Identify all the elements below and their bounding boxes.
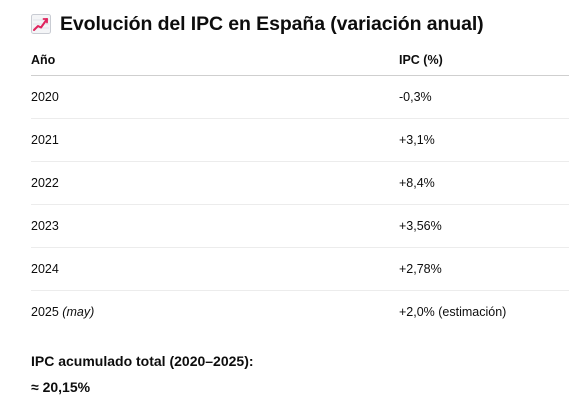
header-year: Año [31,45,399,76]
ipc-cell: +3,56% [399,204,569,248]
year-value: 2022 [31,176,59,190]
year-cell: 2023 [31,204,399,248]
table-row: 2023 +3,56% [31,204,569,248]
year-value: 2024 [31,262,59,276]
year-value: 2023 [31,219,59,233]
ipc-table: Año IPC (%) 2020 -0,3% 2021 +3,1% 2022 +… [31,45,569,333]
ipc-cell: +2,0% (estimación) [399,305,507,319]
title-text: Evolución del IPC en España (variación a… [60,12,484,35]
table-row: 2025 (may) +2,0% (estimación) [31,291,569,334]
header-ipc: IPC (%) [399,45,569,76]
year-cell: 2021 [31,118,399,162]
ipc-cell: +8,4% [399,161,569,205]
year-cell: 2020 [31,75,399,119]
ipc-cell: -0,3% [399,75,569,119]
year-cell: 2024 [31,247,399,291]
year-note: (may) [62,305,95,319]
summary-value: ≈ 20,15% [31,379,91,395]
year-value: 2021 [31,133,59,147]
year-cell: 2022 [31,161,399,205]
table-row: 2020 -0,3% [31,75,569,119]
ipc-cell: +2,78% [399,247,569,291]
table-row: 2021 +3,1% [31,118,569,162]
ipc-cell: +3,1% [399,118,569,162]
table-row: 2022 +8,4% [31,161,569,205]
table-header-row: Año IPC (%) [31,45,569,76]
year-value: 2020 [31,90,59,104]
year-cell: 2025 (may) [31,291,399,334]
chart-increasing-icon [31,14,51,34]
page-title: Evolución del IPC en España (variación a… [31,10,484,38]
table-row: 2024 +2,78% [31,247,569,291]
year-value: 2025 [31,305,59,319]
summary-label: IPC acumulado total (2020–2025): [31,353,254,369]
